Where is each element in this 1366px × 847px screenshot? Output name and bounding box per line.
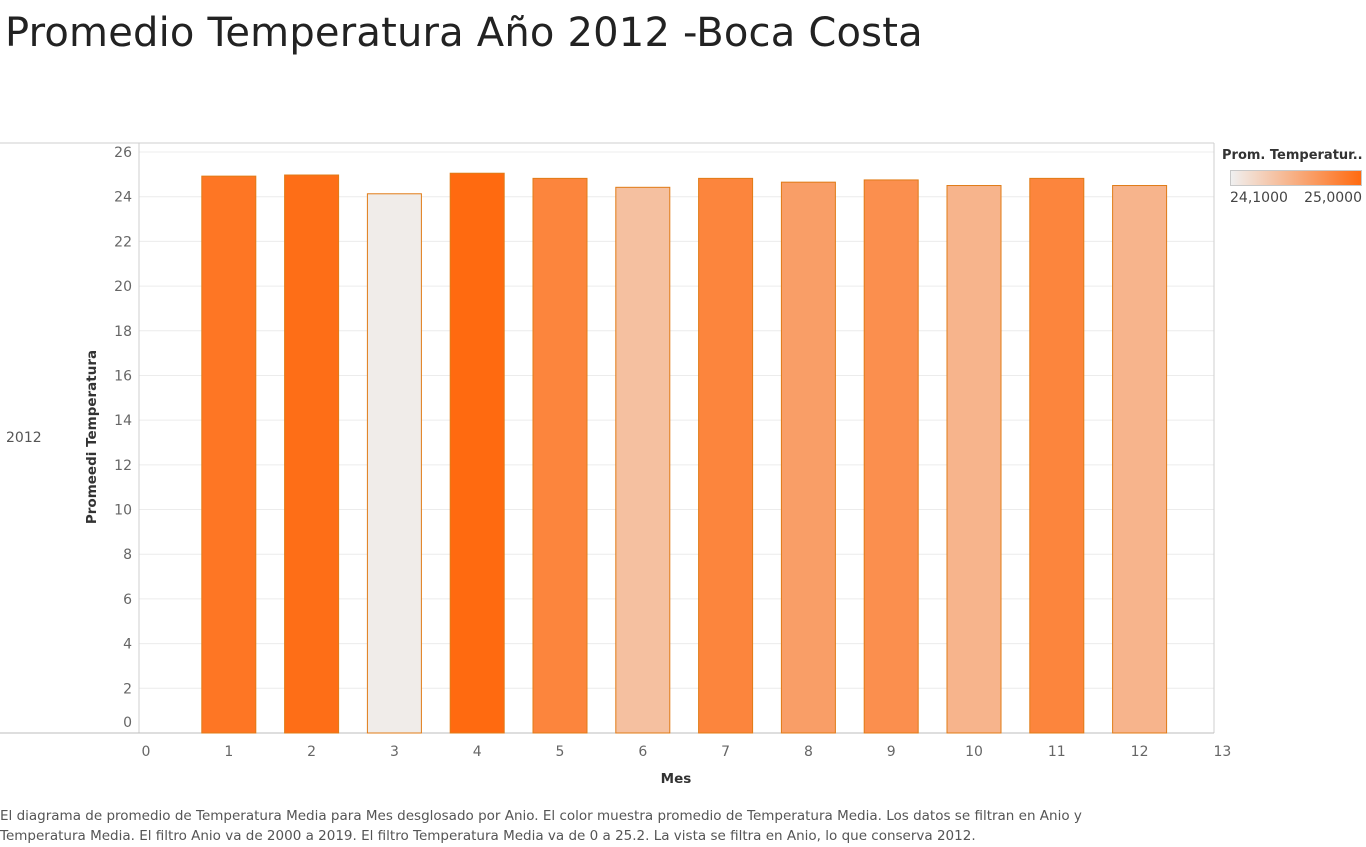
y-tick-label: 2 bbox=[123, 681, 132, 697]
legend-ticks: 24,1000 25,0000 bbox=[1230, 190, 1362, 206]
bar-mes-6[interactable] bbox=[615, 186, 671, 734]
legend-color-ramp bbox=[1230, 170, 1362, 186]
x-tick-label: 1 bbox=[224, 744, 233, 760]
x-tick-label: 0 bbox=[142, 744, 151, 760]
bar-mes-3[interactable] bbox=[366, 193, 422, 734]
y-tick-label: 24 bbox=[114, 190, 132, 206]
bar-mes-1[interactable] bbox=[201, 175, 257, 734]
y-tick-label: 20 bbox=[114, 279, 132, 295]
page-title: Promedio Temperatura Año 2012 -Boca Cost… bbox=[5, 10, 923, 56]
x-tick-label: 3 bbox=[390, 744, 399, 760]
x-tick-label: 9 bbox=[887, 744, 896, 760]
y-tick-label: 0 bbox=[123, 715, 132, 731]
bar-mes-11[interactable] bbox=[1029, 177, 1085, 734]
row-header-year: 2012 bbox=[6, 430, 42, 446]
y-tick-label: 14 bbox=[114, 413, 132, 429]
y-tick-label: 8 bbox=[123, 547, 132, 563]
legend-max-label: 25,0000 bbox=[1304, 190, 1362, 206]
legend-title: Prom. Temperatur.. bbox=[1222, 148, 1363, 163]
bar-mes-5[interactable] bbox=[532, 177, 588, 734]
y-tick-label: 12 bbox=[114, 458, 132, 474]
bar-mes-4[interactable] bbox=[449, 172, 505, 734]
caption-line-1: El diagrama de promedio de Temperatura M… bbox=[0, 808, 1082, 824]
x-tick-label: 6 bbox=[638, 744, 647, 760]
x-tick-label: 11 bbox=[1048, 744, 1066, 760]
caption-line-2: Temperatura Media. El filtro Anio va de … bbox=[0, 828, 976, 844]
bar-mes-9[interactable] bbox=[863, 179, 919, 734]
color-legend: Prom. Temperatur.. 24,1000 25,0000 bbox=[1222, 148, 1364, 206]
x-axis-title: Mes bbox=[661, 771, 692, 787]
x-tick-label: 2 bbox=[307, 744, 316, 760]
y-tick-label: 10 bbox=[114, 503, 132, 519]
x-tick-label: 4 bbox=[473, 744, 482, 760]
x-axis-ticks: 0 1 2 3 4 5 6 7 8 9 10 11 12 13 bbox=[142, 744, 1232, 760]
x-tick-label: 10 bbox=[965, 744, 983, 760]
bar-mes-12[interactable] bbox=[1112, 185, 1168, 734]
x-tick-label: 13 bbox=[1213, 744, 1231, 760]
x-tick-label: 7 bbox=[721, 744, 730, 760]
chart-caption: El diagrama de promedio de Temperatura M… bbox=[0, 806, 1150, 846]
y-tick-label: 22 bbox=[114, 234, 132, 250]
x-tick-label: 5 bbox=[556, 744, 565, 760]
y-tick-label: 16 bbox=[114, 368, 132, 384]
y-axis-title: Promeedi Temperatura bbox=[84, 350, 100, 524]
x-tick-label: 8 bbox=[804, 744, 813, 760]
legend-min-label: 24,1000 bbox=[1230, 190, 1288, 206]
y-tick-label: 6 bbox=[123, 592, 132, 608]
bar-mes-8[interactable] bbox=[780, 181, 836, 734]
bar-mes-10[interactable] bbox=[946, 185, 1002, 734]
y-tick-label: 26 bbox=[114, 145, 132, 161]
x-tick-label: 12 bbox=[1131, 744, 1149, 760]
bar-mes-7[interactable] bbox=[698, 177, 754, 734]
y-tick-label: 18 bbox=[114, 324, 132, 340]
bars bbox=[201, 172, 1168, 734]
y-tick-label: 4 bbox=[123, 637, 132, 653]
bar-mes-2[interactable] bbox=[284, 174, 340, 734]
